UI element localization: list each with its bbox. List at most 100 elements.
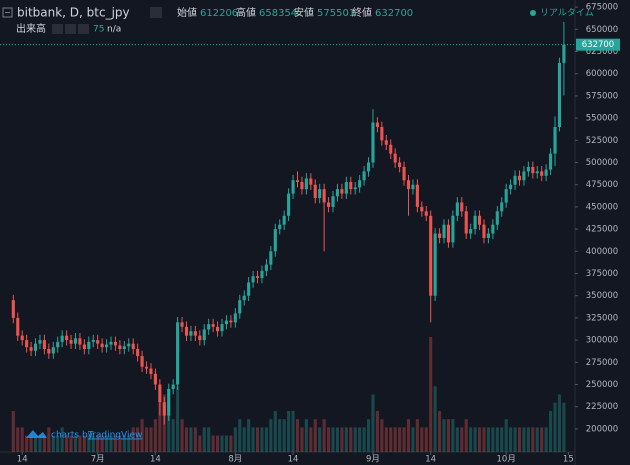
candle-body: [127, 343, 131, 347]
volume-bar: [393, 427, 397, 452]
volume-bar: [113, 435, 117, 452]
volume-bar: [313, 419, 317, 452]
candle-body: [180, 322, 184, 327]
last-price-box: [576, 38, 620, 51]
candle-body: [460, 202, 464, 212]
volume-bar: [349, 427, 353, 452]
candle-body: [47, 348, 51, 354]
y-tick-label: 600000: [586, 69, 618, 79]
candle-body: [33, 343, 38, 351]
candle-body: [198, 335, 202, 341]
volume-bar: [269, 419, 273, 452]
volume-bar: [295, 419, 300, 452]
volume-bar: [526, 427, 530, 452]
volume-bar: [51, 435, 55, 452]
volume-icon[interactable]: [78, 24, 89, 34]
volume-bar: [509, 427, 513, 452]
volume-bar: [264, 427, 268, 452]
candle-body: [393, 153, 397, 163]
volume-bar: [309, 427, 313, 452]
candle-body: [207, 324, 211, 330]
candle-body: [291, 180, 295, 194]
volume-bar: [420, 427, 424, 452]
volume-bar: [500, 427, 504, 452]
volume-bar: [207, 427, 211, 452]
y-tick-label: 475000: [586, 180, 618, 190]
volume-bar: [216, 435, 220, 452]
candle-body: [353, 187, 357, 190]
y-tick-label: 425000: [586, 225, 618, 235]
volume-bar: [540, 427, 544, 452]
x-tick-label: 14: [17, 455, 28, 465]
volume-bar: [327, 427, 331, 452]
brand-link[interactable]: TradingView: [87, 431, 142, 441]
volume-bar: [65, 435, 69, 452]
x-tick-label: 15: [563, 455, 574, 465]
volume-bar: [304, 419, 308, 452]
candle-body: [300, 182, 304, 190]
candle-body: [304, 178, 308, 190]
volume-bar: [82, 435, 86, 452]
candle-body: [202, 329, 206, 341]
volume-bar: [11, 410, 15, 452]
y-tick-label: 675000: [586, 3, 618, 13]
candle-body: [229, 320, 233, 323]
candle-body: [513, 175, 517, 185]
volume-bar: [384, 427, 388, 452]
candle-body: [91, 340, 95, 342]
y-tick-label: 325000: [586, 313, 618, 323]
volume-bar: [273, 410, 277, 452]
candle-body: [429, 215, 433, 296]
candle-body: [433, 233, 437, 296]
volume-bar: [486, 427, 490, 452]
settings-icon[interactable]: [150, 7, 162, 18]
y-tick-label: 350000: [586, 291, 618, 301]
volume-bar: [318, 427, 322, 452]
candle-body: [51, 347, 55, 354]
volume-bar: [366, 419, 371, 452]
candle-body: [451, 215, 455, 243]
volume-bar: [251, 427, 255, 452]
candle-body: [131, 343, 135, 349]
volume-bar: [140, 419, 144, 452]
volume-bar: [495, 427, 499, 452]
y-tick-label: 450000: [586, 202, 618, 212]
candle-body: [42, 340, 46, 349]
volume-bar: [91, 435, 95, 452]
volume-bar: [353, 427, 357, 452]
candle-body: [269, 251, 273, 265]
candle-body: [549, 153, 553, 170]
candle-body: [335, 189, 340, 197]
candle-body: [349, 182, 353, 190]
collapse-icon[interactable]: [2, 7, 13, 18]
volume-bar: [78, 435, 82, 452]
y-tick-label: 375000: [586, 269, 618, 279]
candle-body: [500, 202, 504, 212]
x-tick-label: 14: [425, 455, 436, 465]
volume-icon[interactable]: [52, 24, 63, 34]
volume-bar: [233, 427, 237, 452]
candle-body: [216, 326, 220, 332]
volume-icon[interactable]: [65, 24, 76, 34]
volume-bar: [482, 427, 486, 452]
candle-body: [282, 215, 286, 225]
candle-body: [260, 270, 264, 278]
volume-bar: [202, 427, 206, 452]
volume-bar: [69, 435, 73, 452]
candle-body: [16, 317, 20, 336]
candle-body: [380, 126, 384, 141]
volume-bar: [171, 419, 175, 452]
volume-bar: [300, 427, 304, 452]
candle-body: [295, 180, 300, 183]
ohlc-label: 終値: [352, 6, 372, 19]
candle-body: [477, 215, 482, 225]
volume-bar: [105, 435, 109, 452]
volume-bar: [278, 419, 282, 452]
y-tick-label: 550000: [586, 114, 618, 124]
candle-body: [473, 215, 477, 230]
volume-bar: [358, 427, 362, 452]
candle-body: [358, 180, 362, 188]
candle-body: [247, 282, 251, 296]
candle-body: [60, 335, 64, 342]
candle-body: [100, 343, 104, 348]
